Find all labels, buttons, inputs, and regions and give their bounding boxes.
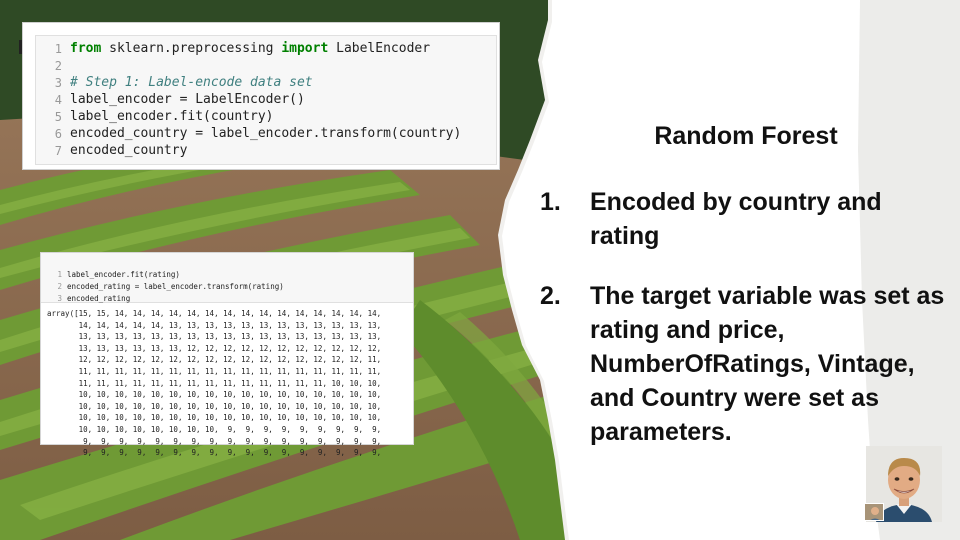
code-token: label_encoder.fit(country) [70,109,274,124]
code-token: encoded_country = label_encoder.transfor… [70,126,462,141]
code-text: label_encoder = LabelEncoder() [70,92,305,107]
line-number: 1 [54,41,62,56]
output-line: 11, 11, 11, 11, 11, 11, 11, 11, 11, 11, … [47,366,382,376]
code-cell-label-encoder-country: 1 from sklearn.preprocessing import Label… [19,22,500,170]
output-line: 12, 12, 12, 12, 12, 12, 12, 12, 12, 12, … [47,355,382,365]
presenter-thumbnail[interactable] [864,503,884,521]
code-text: encoded_country [70,143,187,158]
code-line: 1 label_encoder.fit(rating) [41,268,413,280]
output-line: 10, 10, 10, 10, 10, 10, 10, 10, 9, 9, 9,… [47,424,382,434]
line-number: 2 [54,58,62,73]
code-token: sklearn.preprocessing [101,41,282,56]
code-token: encoded_country [70,143,188,158]
code-text: # Step 1: Label-encode data set [70,75,313,90]
code-line: 7 encoded_country [36,142,496,159]
output-line: array([15, 15, 14, 14, 14, 14, 14, 14, 1… [47,309,382,318]
code-text: label_encoder.fit(country) [70,109,274,124]
code-line: 2 encoded_rating = label_encoder.transfor… [41,280,413,292]
code-text: encoded_country = label_encoder.transfor… [70,126,461,141]
line-number: 6 [54,126,62,141]
code-token: import [281,41,329,56]
thumbnail-person-icon [865,504,883,520]
code-token: label_encoder = LabelEncoder() [70,92,305,107]
code-cell-label-encoder-rating: 1 label_encoder.fit(rating) 2 encoded_ratin… [40,252,414,457]
bullet-number: 1. [540,188,561,216]
code-editor-small[interactable]: 1 label_encoder.fit(rating) 2 encoded_ratin… [41,253,413,303]
line-number: 2 [57,281,62,291]
line-number: 1 [57,269,62,279]
cell-cursor-marker [19,40,22,54]
code-line: 6 encoded_country = label_encoder.transfo… [36,125,496,142]
output-line: 9, 9, 9, 9, 9, 9, 9, 9, 9, 9, 9, 9, 9, 9… [47,448,382,458]
output-line: 13, 13, 13, 13, 13, 13, 12, 12, 12, 12, … [47,343,382,353]
cell-output: array([15, 15, 14, 14, 14, 14, 14, 14, 1… [47,308,409,459]
code-line: 1 from sklearn.preprocessing import Label… [36,40,496,57]
code-token: from [70,41,102,56]
code-text: encoded_rating = label_encoder.transform… [67,281,284,291]
line-number: 5 [54,109,62,124]
bullet-text: Encoded by country and rating [590,188,882,250]
output-line: 14, 14, 14, 14, 14, 13, 13, 13, 13, 13, … [47,320,382,330]
slide-bullet-list: 1. Encoded by country and rating 2. The … [540,185,950,475]
bullet-text: The target variable was set as rating an… [590,282,945,446]
line-number: 4 [54,92,62,107]
bullet-item-1: 1. Encoded by country and rating [540,185,950,253]
code-text: from sklearn.preprocessing import LabelE… [70,41,430,56]
code-token: # Step 1: Label-encode data set [70,75,313,90]
line-number: 3 [57,293,62,303]
bullet-number: 2. [540,282,561,310]
code-token: LabelEncoder [328,41,431,56]
code-text: encoded_rating [67,293,131,303]
code-editor[interactable]: 1 from sklearn.preprocessing import Label… [35,35,497,165]
bullet-item-2: 2. The target variable was set as rating… [540,279,950,449]
code-line: 4 label_encoder = LabelEncoder() [36,91,496,108]
output-line: 10, 10, 10, 10, 10, 10, 10, 10, 10, 10, … [47,413,382,423]
code-line: 3 # Step 1: Label-encode data set [36,74,496,91]
output-line: 11, 11, 11, 11, 11, 11, 11, 11, 11, 11, … [47,378,382,388]
line-number: 3 [54,75,62,90]
output-line: 9, 9, 9, 9, 9, 9, 9, 9, 9, 9, 9, 9, 9, 9… [47,436,382,446]
output-line: 13, 13, 13, 13, 13, 13, 13, 13, 13, 13, … [47,332,382,342]
code-line: 5 label_encoder.fit(country) [36,108,496,125]
output-line: 10, 10, 10, 10, 10, 10, 10, 10, 10, 10, … [47,401,382,411]
slide-title: Random Forest [654,122,838,150]
code-line: 2 [36,57,496,74]
line-number: 7 [54,143,62,158]
output-line: 10, 10, 10, 10, 10, 10, 10, 10, 10, 10, … [47,390,382,400]
code-text: label_encoder.fit(rating) [67,269,180,279]
code-line: 3 encoded_rating [41,292,413,304]
